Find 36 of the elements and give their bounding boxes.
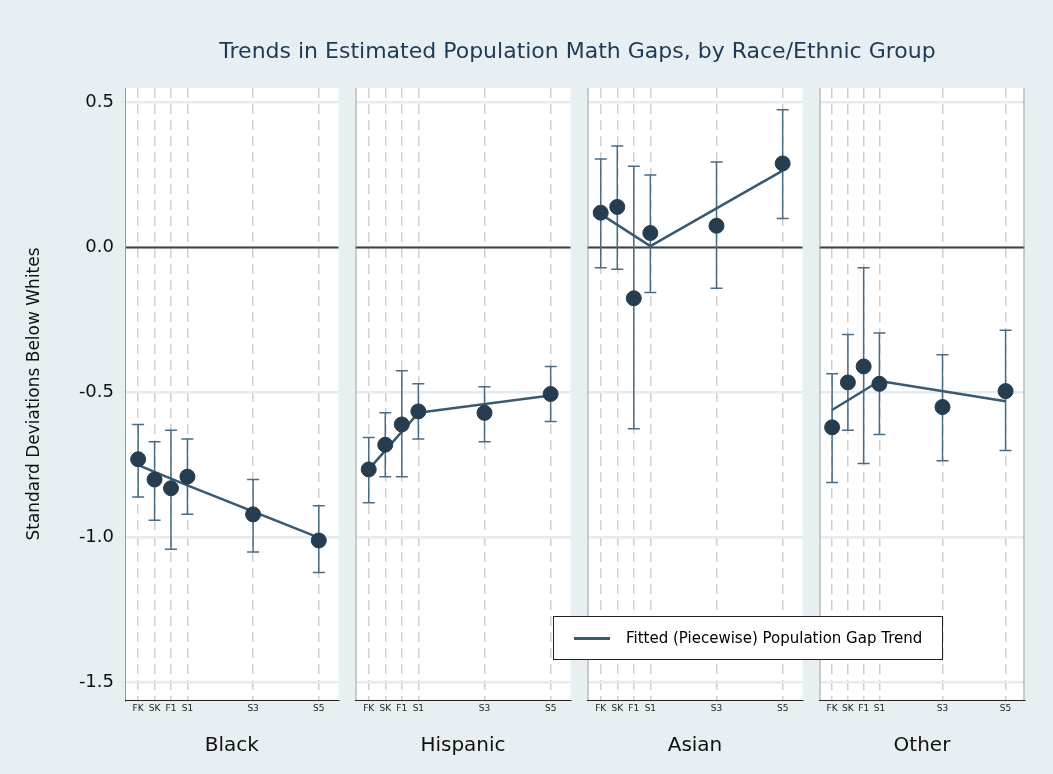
x-tick-label: S5 — [313, 702, 325, 713]
x-tick-label: S3 — [936, 702, 949, 713]
x-tick-label: S3 — [247, 702, 259, 713]
x-tick-label: F1 — [165, 702, 177, 713]
x-tick-label: FK — [363, 702, 376, 713]
x-axis-title: Black — [204, 732, 260, 757]
x-tick-label: S5 — [999, 702, 1012, 713]
x-tick-label: SK — [611, 702, 625, 713]
x-tick-label: F1 — [396, 702, 408, 713]
y-tick-label: -1.0 — [78, 525, 114, 547]
x-axis-title: Asian — [667, 732, 723, 757]
x-tick-label: S3 — [478, 702, 491, 713]
x-tick-label: FK — [595, 702, 608, 713]
x-axis-title: Hispanic — [420, 732, 506, 757]
legend-label: Fitted (Piecewise) Population Gap Trend — [626, 629, 923, 647]
y-tick-label: 0.0 — [85, 235, 114, 257]
x-tick-label: S5 — [776, 702, 789, 713]
x-tick-label: FK — [132, 702, 145, 713]
x-tick-label: F1 — [628, 702, 640, 713]
text: Trends in Estimated Population Math Gaps, by Race/Ethnic Group — [218, 38, 937, 63]
x-tick-label: S1 — [644, 702, 657, 713]
x-tick-label: S3 — [710, 702, 723, 713]
x-tick-label: S1 — [181, 702, 194, 713]
x-tick-label: SK — [379, 702, 393, 713]
x-tick-label: SK — [842, 702, 855, 713]
y-tick-label: -1.5 — [78, 670, 114, 692]
x-tick-label: FK — [826, 702, 839, 713]
x-axis-title: Other — [893, 732, 952, 757]
x-tick-label: SK — [148, 702, 162, 713]
y-axis-title: Standard Deviations Below Whites — [22, 247, 43, 541]
x-tick-label: S1 — [873, 702, 886, 713]
x-tick-label: F1 — [858, 702, 870, 713]
x-tick-label: S1 — [412, 702, 425, 713]
y-tick-label: -0.5 — [78, 380, 114, 402]
y-tick-label: 0.5 — [85, 90, 114, 112]
x-tick-label: S5 — [544, 702, 557, 713]
